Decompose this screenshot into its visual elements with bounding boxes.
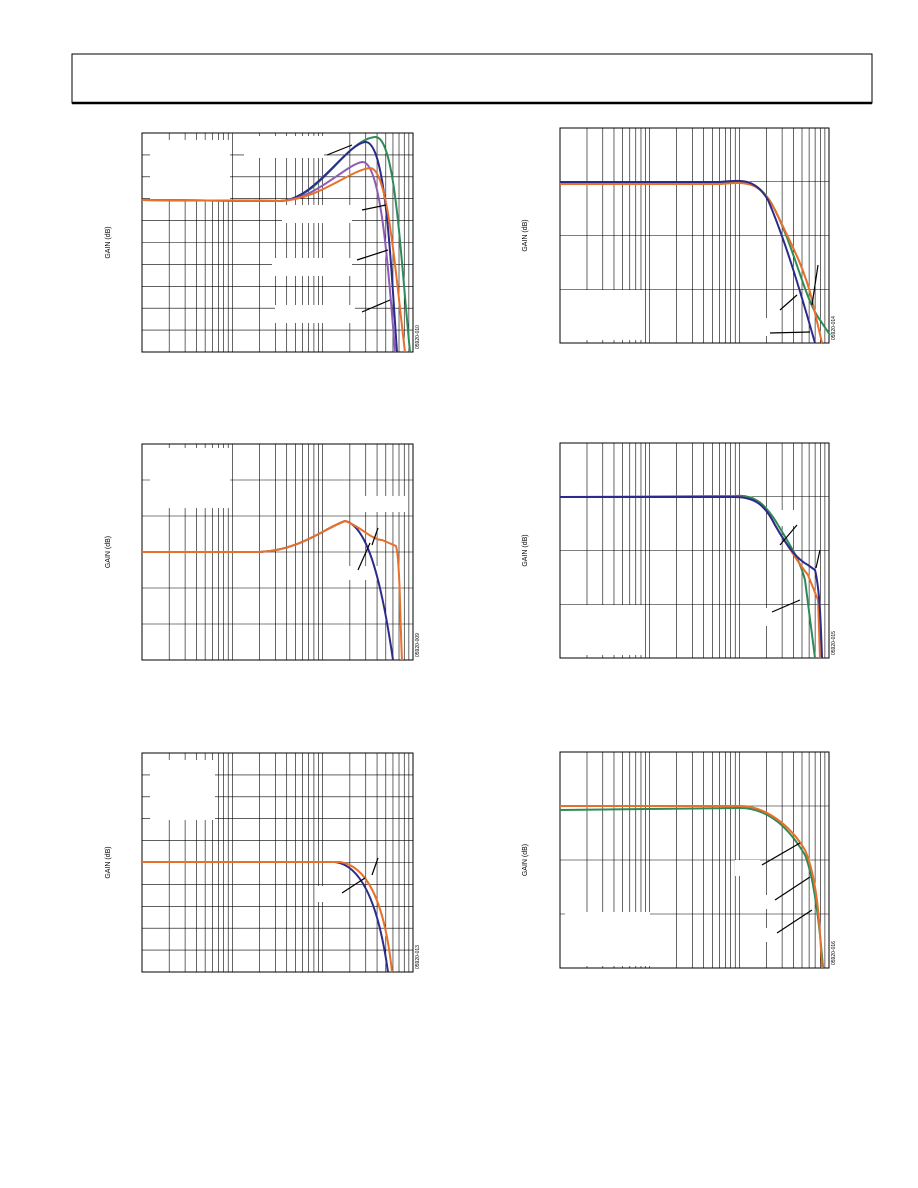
plot-frame — [559, 442, 830, 659]
arrow — [779, 524, 798, 546]
label-mask — [735, 860, 760, 876]
curve — [142, 861, 389, 973]
arrow — [774, 876, 811, 901]
curve — [141, 140, 398, 353]
label-mask — [565, 290, 645, 340]
arrow — [811, 264, 819, 306]
label-mask — [150, 760, 215, 820]
figure-code: 05920-013 — [415, 945, 421, 969]
curve — [559, 494, 816, 659]
label-mask — [745, 318, 770, 336]
curves — [141, 135, 831, 973]
plot-frame — [141, 132, 414, 353]
label-mask — [760, 928, 780, 942]
arrow — [361, 204, 387, 211]
y-axis-label: GAIN (dB) — [105, 226, 112, 258]
label-mask — [780, 510, 800, 526]
labels: GAIN (dB) 05920-010 GAIN (dB) 05920-014 GAIN… — [105, 219, 837, 969]
curve — [560, 179, 816, 344]
curve — [142, 861, 393, 973]
label-mask — [318, 886, 346, 902]
arrow — [815, 549, 821, 569]
header-box — [71, 53, 873, 104]
label-mask — [150, 448, 230, 508]
curve — [560, 496, 823, 659]
curve — [141, 166, 406, 353]
label-mask — [565, 912, 650, 966]
plot-frame — [559, 127, 830, 344]
arrow — [357, 542, 371, 571]
y-axis-label: GAIN (dB) — [522, 219, 529, 251]
label-mask — [565, 605, 645, 655]
arrow — [776, 909, 813, 934]
arrow — [326, 144, 353, 156]
y-axis-label: GAIN (dB) — [105, 846, 112, 878]
figure-code: 05920-014 — [831, 316, 837, 340]
arrow — [361, 299, 391, 313]
label-mask — [272, 258, 352, 276]
figure-code: 05920-010 — [415, 325, 421, 349]
y-axis-label: GAIN (dB) — [105, 536, 112, 568]
figure-code: 05920-015 — [831, 631, 837, 655]
arrow — [371, 527, 379, 546]
arrow — [779, 294, 798, 311]
curve — [142, 519, 403, 661]
arrow — [771, 599, 801, 613]
curve — [560, 182, 823, 344]
figure-code: 05920-016 — [831, 941, 837, 965]
label-mask — [360, 496, 405, 512]
figure-code: 05920-009 — [415, 633, 421, 657]
label-mask — [150, 140, 230, 200]
plot-frame — [559, 751, 830, 969]
label-mask — [244, 136, 324, 158]
label-mask — [340, 566, 380, 580]
curve — [141, 160, 396, 353]
y-axis-label: GAIN (dB) — [522, 844, 529, 876]
arrow — [371, 857, 379, 876]
plot-grids — [141, 127, 830, 973]
curve — [142, 519, 394, 661]
arrow — [761, 842, 801, 866]
label-mask — [760, 895, 780, 909]
label-mask — [745, 608, 773, 626]
y-axis-label: GAIN (dB) — [522, 534, 529, 566]
arrow — [769, 331, 811, 334]
label-mask — [275, 305, 355, 323]
curve — [560, 805, 823, 969]
label-mask — [282, 205, 352, 223]
arrow — [356, 249, 389, 261]
arrow — [341, 877, 366, 894]
arrows — [326, 144, 821, 934]
